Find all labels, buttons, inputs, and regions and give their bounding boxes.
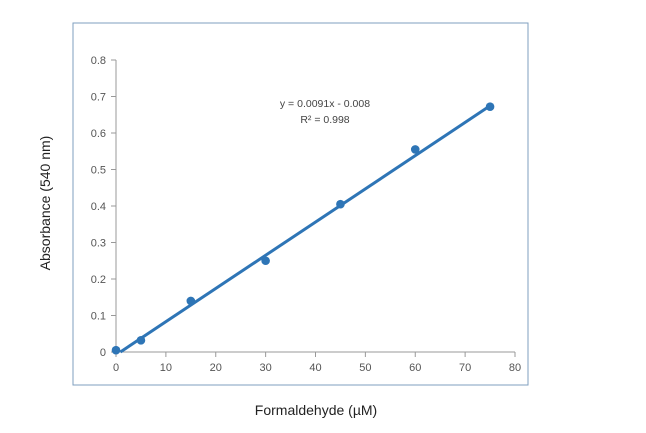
y-tick-label: 0.1 (91, 311, 106, 323)
data-point (136, 336, 146, 345)
r-squared-annotation: R² = 0.998 (300, 114, 349, 126)
y-axis-title: Absorbance (540 nm) (37, 136, 53, 271)
chart-frame (72, 22, 529, 386)
x-tick-label: 60 (409, 362, 421, 374)
x-tick-label: 40 (309, 362, 321, 374)
y-tick-label: 0.6 (91, 128, 106, 140)
y-tick-label: 0 (100, 347, 106, 359)
equation-annotation: y = 0.0091x - 0.008 (280, 98, 370, 110)
trendline (119, 104, 491, 354)
y-tick-label: 0.3 (91, 238, 106, 250)
ticks: 0 10 20 30 40 50 60 70 80 0 0.1 0.2 0.3 0.4 0.5 0.6 0.7 0… (91, 55, 521, 374)
data-points (111, 102, 495, 355)
x-tick-label: 70 (459, 362, 471, 374)
y-tick-label: 0.5 (91, 165, 106, 177)
y-tick-label: 0.2 (91, 274, 106, 286)
x-tick-label: 30 (260, 362, 272, 374)
data-point (410, 145, 420, 154)
data-point (111, 345, 121, 355)
data-point (336, 199, 345, 209)
x-tick-label: 80 (509, 362, 521, 374)
data-point (186, 296, 196, 306)
x-axis-title: Formaldehyde (µM) (255, 402, 377, 418)
data-point (485, 102, 495, 112)
x-tick-label: 50 (359, 362, 371, 374)
data-point (261, 256, 270, 266)
x-tick-label: 20 (210, 362, 222, 374)
y-tick-label: 0.8 (91, 55, 106, 67)
x-tick-label: 10 (160, 362, 172, 374)
y-tick-label: 0.4 (91, 201, 106, 213)
x-tick-label: 0 (113, 362, 119, 374)
y-tick-label: 0.7 (91, 92, 106, 104)
